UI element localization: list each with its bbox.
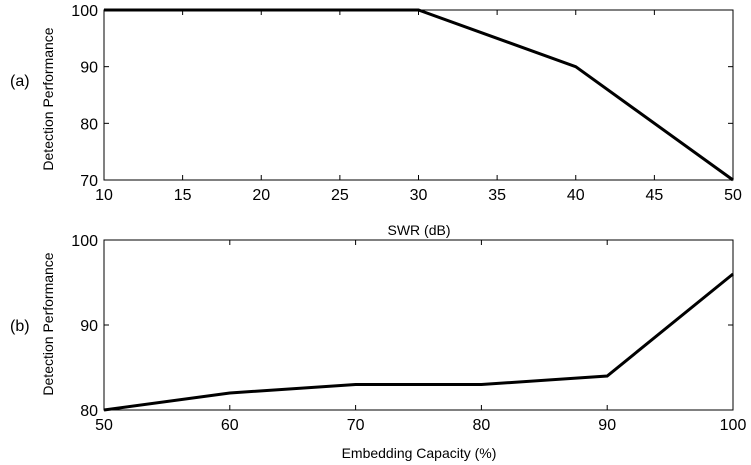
panel-a-x-tick-label: 20 xyxy=(252,187,270,204)
panel-b-x-tick-label: 50 xyxy=(95,417,113,434)
panel-b-x-tick-label: 70 xyxy=(347,417,365,434)
panel-a-x-tick-label: 10 xyxy=(95,187,113,204)
panel-a-x-axis-label: SWR (dB) xyxy=(388,222,451,238)
panel-a: (a) Detection Performance SWR (dB) 10 15 2… xyxy=(10,3,742,238)
panel-a-x-tick-label: 15 xyxy=(174,187,192,204)
panel-a-series-line xyxy=(104,8,734,182)
panel-a-y-tick-label: 70 xyxy=(80,173,98,190)
panel-a-x-tick-label: 30 xyxy=(410,187,428,204)
panel-b-x-tick-label: 60 xyxy=(221,417,239,434)
panel-a-y-tick-label: 100 xyxy=(71,3,98,20)
panel-a-x-tick-label: 40 xyxy=(567,187,585,204)
panel-b-y-tick-label: 90 xyxy=(80,318,98,335)
panel-b-y-axis-label: Detection Performance xyxy=(40,252,56,395)
panel-a-x-tick-label: 50 xyxy=(724,187,742,204)
panel-a-y-tick-label: 80 xyxy=(80,116,98,133)
panel-a-label: (a) xyxy=(10,73,30,90)
panel-a-axes-box xyxy=(103,9,734,181)
panel-a-x-tick-label: 35 xyxy=(488,187,506,204)
panel-b-x-tick-label: 80 xyxy=(473,417,491,434)
panel-b-series-line xyxy=(103,272,734,412)
panel-b-y-tick-label: 80 xyxy=(80,403,98,420)
panel-b-x-axis-label: Embedding Capacity (%) xyxy=(342,445,497,461)
panel-a-y-axis-label: Detection Performance xyxy=(40,27,56,170)
panel-a-x-tick-label: 25 xyxy=(331,187,349,204)
panel-b: (b) Detection Performance Embedding Capa… xyxy=(10,233,746,461)
panel-b-x-tick-label: 100 xyxy=(720,417,747,434)
panel-b-label: (b) xyxy=(10,318,30,335)
panel-a-x-tick-label: 45 xyxy=(645,187,663,204)
panel-b-x-tick-label: 90 xyxy=(598,417,616,434)
panel-b-y-tick-label: 100 xyxy=(71,233,98,250)
panel-a-y-tick-label: 90 xyxy=(80,60,98,77)
